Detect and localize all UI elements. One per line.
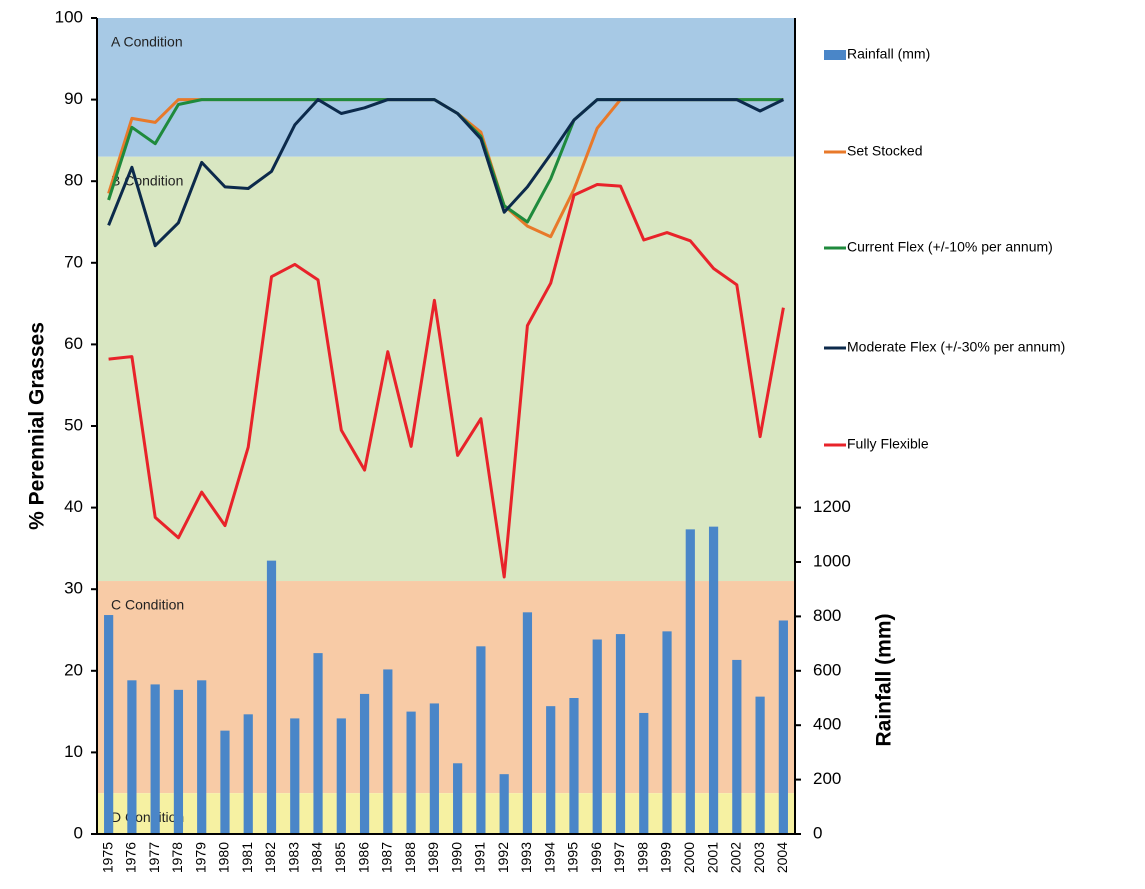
legend-text: Current Flex (+/-10% per annum): [847, 239, 1053, 255]
rainfall-bar: [243, 714, 253, 834]
x-tick-label: 1990: [448, 842, 464, 873]
rainfall-bar: [522, 612, 533, 834]
x-tick-label: 1998: [635, 842, 651, 873]
rainfall-bar: [429, 703, 439, 834]
legend-text: Rainfall (mm): [847, 46, 930, 62]
x-tick-label: 1977: [146, 842, 162, 873]
rainfall-bar: [569, 698, 579, 834]
rainfall-bar: [173, 689, 184, 834]
rainfall-bar: [150, 684, 160, 834]
x-tick-label: 1986: [355, 842, 371, 873]
x-tick-label: 1981: [239, 842, 255, 873]
y2-axis-title: Rainfall (mm): [873, 613, 896, 746]
rainfall-bar: [383, 669, 393, 834]
y-tick-label: 60: [64, 334, 83, 353]
x-tick-label: 1988: [402, 842, 418, 873]
x-tick-label: 2002: [728, 842, 744, 873]
y-tick-label: 70: [64, 252, 83, 271]
y-tick-label: 50: [64, 415, 83, 434]
legend-swatch: [824, 50, 846, 60]
series-line: [107, 98, 785, 248]
y-tick-label: 30: [64, 579, 83, 598]
condition-band: [97, 793, 795, 834]
rainfall-bar: [453, 763, 463, 834]
y-tick-label: 80: [64, 171, 83, 190]
y-tick-label: 0: [74, 823, 83, 842]
legend-text: Set Stocked: [847, 143, 923, 159]
y-tick-label: 100: [55, 7, 83, 26]
y2-tick-label: 0: [813, 823, 822, 842]
x-tick-label: 1983: [286, 842, 302, 873]
x-tick-label: 1993: [518, 842, 534, 873]
rainfall-bar: [313, 653, 323, 834]
rainfall-bar: [708, 526, 719, 834]
y2-tick-label: 800: [813, 606, 841, 625]
rainfall-bar: [359, 693, 370, 834]
x-tick-label: 1996: [588, 842, 604, 873]
y-tick-label: 90: [64, 89, 83, 108]
x-tick-label: 1982: [262, 842, 278, 873]
band-label: A Condition: [111, 34, 183, 50]
x-tick-label: 2004: [774, 842, 790, 873]
x-tick-label: 1992: [495, 842, 511, 873]
rainfall-bar: [639, 712, 649, 834]
legend-text: Fully Flexible: [847, 436, 929, 452]
rainfall-bar: [104, 615, 114, 834]
rainfall-bar: [546, 706, 556, 834]
x-tick-label: 2001: [704, 842, 720, 873]
x-tick-label: 2003: [751, 842, 767, 873]
y-tick-label: 20: [64, 660, 83, 679]
rainfall-bar: [592, 639, 602, 834]
y-tick-label: 40: [64, 497, 83, 516]
x-tick-label: 1991: [472, 842, 488, 873]
x-tick-label: 1980: [216, 842, 232, 873]
y2-tick-label: 600: [813, 660, 841, 679]
x-tick-label: 2000: [681, 842, 697, 873]
rainfall-bar: [662, 631, 672, 834]
x-tick-label: 1978: [169, 842, 185, 873]
rainfall-bar: [615, 634, 626, 834]
x-tick-label: 1989: [425, 842, 441, 873]
rainfall-bar: [755, 696, 765, 834]
legend-text: Moderate Flex (+/-30% per annum): [847, 339, 1065, 355]
rainfall-bar: [336, 718, 346, 834]
band-label: C Condition: [111, 597, 184, 613]
x-tick-label: 1994: [541, 842, 557, 873]
x-tick-label: 1976: [123, 842, 139, 873]
condition-band: [97, 581, 795, 794]
x-tick-label: 1985: [332, 842, 348, 873]
rainfall-bar: [476, 646, 486, 834]
x-tick-label: 1999: [658, 842, 674, 873]
rainfall-bar: [290, 718, 300, 834]
x-tick-label: 1979: [192, 842, 208, 873]
rainfall-bar: [732, 659, 742, 834]
y2-tick-label: 1000: [813, 551, 851, 570]
condition-band: [97, 18, 795, 157]
rainfall-bar: [685, 529, 695, 834]
band-label: B Condition: [111, 172, 183, 188]
x-tick-label: 1984: [309, 842, 325, 873]
series-line: [108, 183, 785, 579]
x-tick-label: 1995: [565, 842, 581, 873]
y2-tick-label: 400: [813, 715, 841, 734]
band-label: D Condition: [111, 809, 184, 825]
rainfall-bar: [220, 730, 230, 834]
rainfall-bar: [127, 680, 137, 834]
rainfall-bar: [266, 560, 277, 834]
x-tick-label: 1997: [611, 842, 627, 873]
x-tick-label: 1987: [379, 842, 395, 873]
rainfall-bar: [406, 711, 416, 834]
y2-tick-label: 200: [813, 769, 841, 788]
rainfall-bar: [499, 774, 509, 834]
y-axis-title: % Perennial Grasses: [26, 322, 49, 530]
rainfall-bar: [778, 620, 788, 834]
y2-tick-label: 1200: [813, 497, 851, 516]
rainfall-bar: [197, 680, 207, 834]
x-tick-label: 1975: [99, 842, 115, 873]
y-tick-label: 10: [64, 742, 83, 761]
